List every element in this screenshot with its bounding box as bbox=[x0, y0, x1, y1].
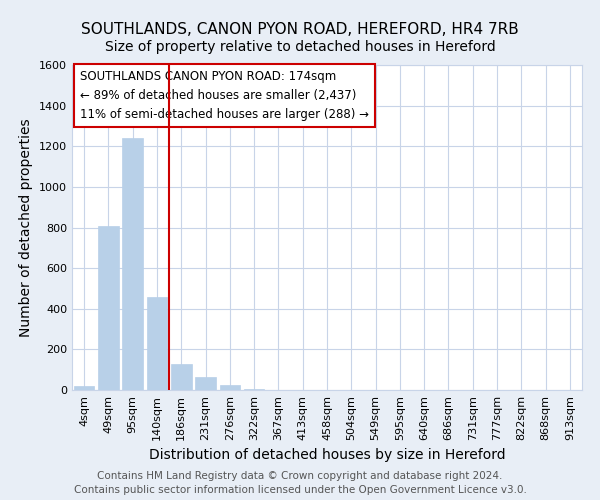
Bar bbox=[98, 226, 119, 390]
Bar bbox=[195, 377, 216, 390]
Bar bbox=[171, 364, 191, 390]
Bar bbox=[122, 138, 143, 390]
Bar bbox=[146, 297, 167, 390]
Bar bbox=[244, 389, 265, 390]
Bar bbox=[74, 386, 94, 390]
Y-axis label: Number of detached properties: Number of detached properties bbox=[19, 118, 34, 337]
Text: SOUTHLANDS CANON PYON ROAD: 174sqm
← 89% of detached houses are smaller (2,437)
: SOUTHLANDS CANON PYON ROAD: 174sqm ← 89%… bbox=[80, 70, 368, 121]
X-axis label: Distribution of detached houses by size in Hereford: Distribution of detached houses by size … bbox=[149, 448, 505, 462]
Text: Contains HM Land Registry data © Crown copyright and database right 2024.
Contai: Contains HM Land Registry data © Crown c… bbox=[74, 471, 526, 495]
Text: SOUTHLANDS, CANON PYON ROAD, HEREFORD, HR4 7RB: SOUTHLANDS, CANON PYON ROAD, HEREFORD, H… bbox=[81, 22, 519, 38]
Text: Size of property relative to detached houses in Hereford: Size of property relative to detached ho… bbox=[104, 40, 496, 54]
Bar bbox=[220, 385, 240, 390]
